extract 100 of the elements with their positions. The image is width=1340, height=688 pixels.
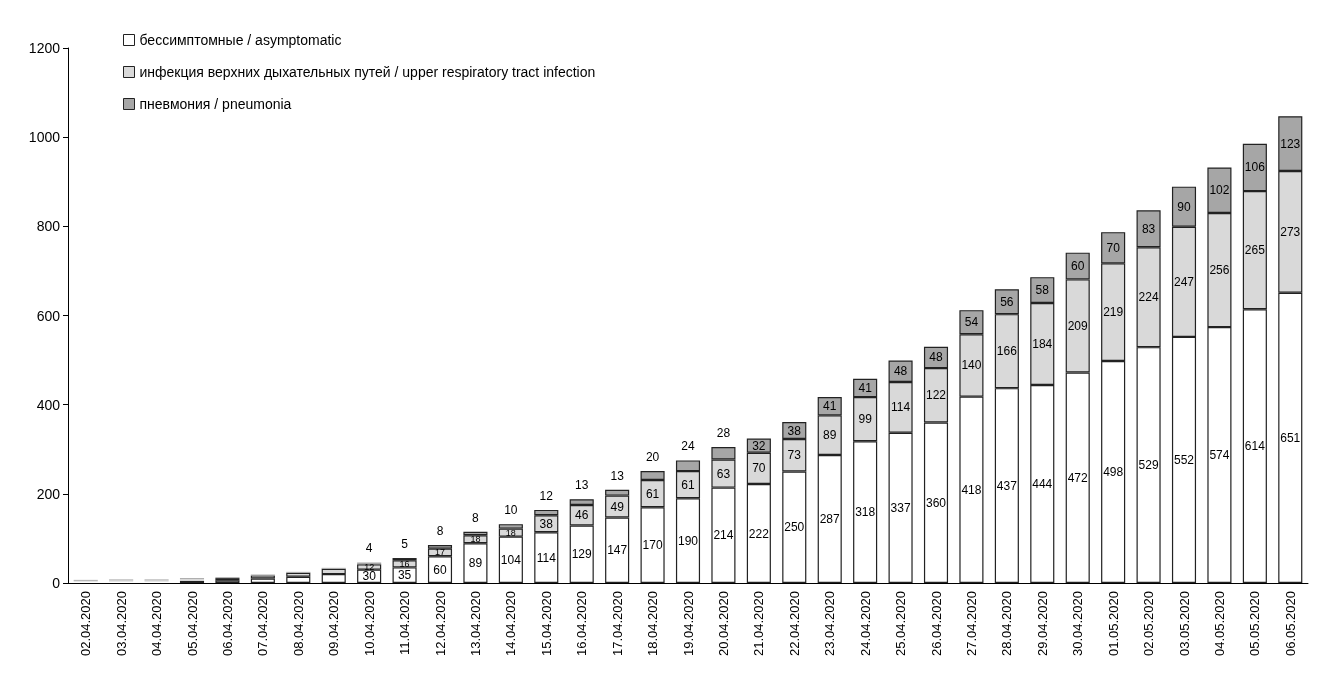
x-tick-label: 14.04.2020 [503, 591, 519, 657]
data-label: 73 [787, 448, 802, 463]
data-label: 13 [575, 478, 589, 493]
data-label: 102 [1209, 183, 1230, 198]
data-label: 498 [1103, 464, 1124, 479]
data-label: 552 [1173, 452, 1195, 467]
data-label: 41 [858, 380, 873, 395]
data-label: 54 [964, 315, 979, 330]
data-label: 99 [858, 412, 873, 427]
data-label: 46 [575, 508, 589, 523]
x-tick-label: 06.05.2020 [1282, 591, 1298, 657]
data-label: 8 [472, 510, 480, 525]
data-label: 12 [539, 488, 554, 503]
data-label: 18 [505, 527, 516, 538]
data-label: 20 [645, 450, 660, 465]
data-label: 114 [891, 400, 911, 415]
x-tick-label: 05.05.2020 [1247, 591, 1263, 657]
data-label: 170 [642, 538, 663, 553]
data-label: 35 [397, 568, 412, 583]
x-tick-label: 08.04.2020 [290, 591, 306, 657]
data-label: 444 [1032, 477, 1053, 492]
data-label: 61 [681, 477, 695, 492]
x-tick-label: 06.04.2020 [219, 591, 235, 657]
data-label: 437 [996, 478, 1018, 493]
x-tick-label: 01.05.2020 [1105, 591, 1121, 657]
y-tick-label: 1000 [28, 129, 61, 146]
x-tick-label: 26.04.2020 [928, 591, 944, 657]
x-tick-label: 28.04.2020 [999, 591, 1015, 657]
data-label: 89 [468, 556, 483, 571]
x-tick-label: 15.04.2020 [538, 591, 554, 657]
data-label: 63 [716, 466, 731, 481]
data-label: 70 [1106, 240, 1121, 255]
bar [250, 578, 275, 583]
data-label: 418 [961, 482, 982, 497]
data-label: 209 [1067, 318, 1089, 333]
y-tick-label: 200 [36, 485, 61, 502]
bar [286, 576, 311, 583]
x-tick-label: 27.04.2020 [963, 591, 979, 657]
data-label: 247 [1173, 274, 1195, 289]
x-tick-label: 07.04.2020 [255, 591, 271, 657]
x-tick-label: 13.04.2020 [467, 591, 483, 657]
data-label: 32 [752, 438, 766, 453]
data-label: 129 [571, 547, 593, 562]
x-tick-label: 04.04.2020 [149, 591, 165, 657]
x-tick-label: 04.05.2020 [1211, 591, 1227, 657]
data-label: 256 [1209, 263, 1230, 278]
data-label: 8 [436, 524, 444, 539]
data-label: 147 [607, 543, 628, 558]
data-label: 24 [681, 439, 695, 454]
data-label: 222 [748, 526, 770, 541]
data-label: 30 [362, 569, 377, 584]
data-label: 28 [716, 426, 731, 441]
data-label: 224 [1138, 290, 1159, 305]
data-label: 61 [645, 486, 660, 501]
legend-label: инфекция верхних дыхательных путей / upper respiratory tract infection [139, 64, 596, 80]
x-tick-label: 18.04.2020 [645, 591, 661, 657]
data-label: 574 [1209, 448, 1230, 463]
legend-label: бессимптомные / asymptomatic [139, 32, 342, 48]
data-label: 4 [365, 541, 373, 556]
x-tick-label: 24.04.2020 [857, 591, 873, 657]
data-label: 184 [1032, 337, 1053, 352]
data-label: 48 [893, 364, 908, 379]
data-label: 18 [470, 534, 481, 545]
data-label: 56 [1000, 294, 1014, 309]
data-label: 10 [504, 503, 518, 518]
data-label: 106 [1244, 160, 1266, 175]
legend-label: пневмония / pneumonia [139, 96, 292, 112]
y-tick-label: 1200 [28, 40, 61, 56]
data-label: 337 [890, 500, 911, 515]
x-tick-label: 23.04.2020 [822, 591, 838, 657]
x-tick-label: 20.04.2020 [715, 591, 731, 657]
data-label: 58 [1035, 283, 1050, 298]
data-label: 41 [823, 399, 837, 414]
x-tick-label: 22.04.2020 [786, 591, 802, 657]
x-tick-label: 19.04.2020 [680, 591, 696, 657]
data-label: 60 [1071, 259, 1085, 274]
data-label: 48 [929, 350, 943, 365]
data-label: 651 [1280, 430, 1301, 445]
x-tick-label: 02.04.2020 [78, 591, 94, 657]
x-tick-label: 05.04.2020 [184, 591, 200, 657]
x-tick-label: 11.04.2020 [397, 591, 413, 656]
data-label: 104 [500, 552, 522, 567]
data-label: 70 [752, 461, 766, 476]
x-tick-label: 09.04.2020 [326, 591, 342, 657]
data-label: 13 [610, 468, 625, 483]
data-label: 472 [1067, 470, 1089, 485]
y-tick-label: 800 [36, 218, 61, 235]
data-label: 166 [996, 344, 1018, 359]
x-tick-label: 25.04.2020 [893, 591, 909, 657]
x-tick-label: 10.04.2020 [361, 591, 377, 657]
data-label: 17 [434, 547, 446, 558]
x-tick-label: 12.04.2020 [432, 591, 448, 657]
data-label: 318 [855, 505, 876, 520]
data-label: 122 [925, 388, 947, 403]
data-label: 529 [1138, 458, 1159, 473]
data-label: 114 [536, 550, 557, 565]
y-tick-label: 0 [52, 575, 61, 591]
data-label: 190 [677, 533, 699, 548]
x-tick-label: 29.04.2020 [1034, 591, 1050, 657]
x-tick-label: 21.04.2020 [751, 591, 767, 657]
